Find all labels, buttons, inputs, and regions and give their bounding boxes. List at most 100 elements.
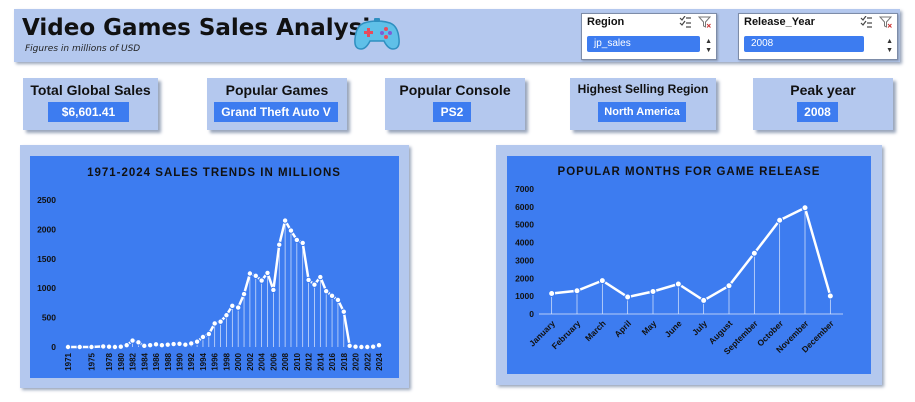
y-tick-label: 500 bbox=[42, 313, 56, 323]
release-year-slicer-selected[interactable]: 2008 bbox=[744, 36, 864, 52]
region-slicer-selected[interactable]: jp_sales bbox=[587, 36, 700, 52]
data-point bbox=[234, 304, 242, 311]
x-tick-label: April bbox=[612, 318, 633, 339]
data-point bbox=[281, 217, 289, 224]
x-tick-label: 2004 bbox=[258, 352, 267, 370]
x-tick-label: 2000 bbox=[234, 352, 243, 370]
data-point bbox=[246, 270, 254, 277]
data-point bbox=[223, 312, 230, 319]
x-tick-label: June bbox=[663, 318, 684, 339]
multi-select-icon[interactable] bbox=[860, 16, 873, 28]
x-tick-label: 2022 bbox=[363, 352, 372, 370]
data-point bbox=[334, 296, 342, 304]
release-year-slicer-label: Release_Year bbox=[744, 16, 815, 28]
y-tick-label: 5000 bbox=[515, 220, 534, 230]
kpi-label: Total Global Sales bbox=[30, 82, 151, 98]
data-point bbox=[182, 341, 189, 348]
x-tick-label: 1990 bbox=[175, 352, 184, 370]
kpi-label: Highest Selling Region bbox=[577, 82, 709, 96]
clear-filter-icon[interactable] bbox=[698, 16, 711, 28]
data-point bbox=[135, 339, 142, 346]
data-point bbox=[64, 343, 72, 351]
data-point bbox=[750, 249, 758, 257]
chart-title: 1971-2024 SALES TRENDS IN MILLIONS bbox=[87, 167, 341, 179]
data-point bbox=[328, 292, 336, 300]
data-point bbox=[299, 239, 306, 247]
data-point bbox=[170, 340, 177, 348]
release-months-line bbox=[551, 205, 832, 302]
y-tick-label: 4000 bbox=[515, 238, 534, 248]
x-tick-label: 1971 bbox=[64, 352, 73, 370]
release-year-slicer[interactable]: Release_Year 2008 ▲ ▼ bbox=[738, 13, 898, 60]
x-tick-label: 2002 bbox=[246, 352, 255, 370]
data-point bbox=[340, 308, 347, 315]
kpi-value: $6,601.41 bbox=[48, 102, 129, 122]
x-tick-label: 2006 bbox=[269, 352, 278, 370]
data-point bbox=[146, 342, 154, 349]
data-point bbox=[141, 342, 148, 350]
scroll-down-icon[interactable]: ▼ bbox=[886, 47, 893, 54]
y-tick-label: 1000 bbox=[37, 283, 56, 293]
data-point bbox=[311, 281, 318, 288]
x-tick-label: July bbox=[690, 318, 709, 337]
data-point bbox=[252, 272, 259, 280]
data-point bbox=[375, 342, 383, 349]
y-tick-label: 2000 bbox=[37, 224, 56, 234]
kpi-label: Peak year bbox=[790, 82, 856, 98]
data-point bbox=[88, 343, 95, 351]
x-tick-label: 2020 bbox=[352, 352, 361, 370]
kpi-value: 2008 bbox=[797, 102, 838, 122]
x-tick-label: May bbox=[640, 318, 659, 337]
data-point bbox=[100, 343, 107, 350]
y-tick-label: 1000 bbox=[515, 291, 534, 301]
region-slicer-label: Region bbox=[587, 16, 625, 28]
data-point bbox=[158, 342, 166, 349]
data-point bbox=[649, 288, 657, 295]
y-tick-label: 2000 bbox=[515, 273, 534, 283]
y-tick-label: 0 bbox=[529, 309, 534, 319]
x-tick-label: 1992 bbox=[187, 352, 196, 370]
data-point bbox=[624, 293, 632, 301]
x-tick-label: 1986 bbox=[152, 352, 161, 370]
data-point bbox=[346, 342, 353, 350]
y-tick-label: 6000 bbox=[515, 202, 534, 212]
clear-filter-icon[interactable] bbox=[879, 16, 892, 28]
page-title: Video Games Sales Analysis bbox=[22, 15, 384, 41]
sales-trend-chart-area: 1971-2024 SALES TRENDS IN MILLIONS 0 500 1… bbox=[30, 156, 399, 378]
x-tick-label: 1984 bbox=[140, 352, 149, 370]
data-point bbox=[76, 343, 83, 351]
data-point bbox=[352, 343, 359, 350]
data-point bbox=[573, 287, 581, 295]
data-point bbox=[258, 277, 265, 284]
scroll-up-icon[interactable]: ▲ bbox=[886, 38, 893, 45]
scroll-up-icon[interactable]: ▲ bbox=[705, 38, 712, 45]
data-point bbox=[240, 290, 248, 298]
data-point bbox=[801, 204, 809, 212]
kpi-card-popular-games: Popular Games Grand Theft Auto V bbox=[207, 78, 347, 130]
data-point bbox=[193, 338, 201, 345]
kpi-value: PS2 bbox=[433, 102, 471, 122]
data-point bbox=[176, 340, 183, 347]
data-point bbox=[776, 216, 784, 224]
scroll-down-icon[interactable]: ▼ bbox=[705, 47, 712, 54]
y-tick-label: 0 bbox=[51, 342, 56, 352]
x-tick-label: 1988 bbox=[164, 352, 173, 370]
x-tick-label: 2012 bbox=[305, 352, 314, 370]
data-point bbox=[317, 273, 324, 281]
x-tick-label: 2018 bbox=[340, 352, 349, 370]
x-tick-label: March bbox=[583, 318, 608, 343]
data-point bbox=[548, 289, 556, 297]
region-slicer[interactable]: Region jp_sales ▲ ▼ bbox=[581, 13, 717, 60]
chart-title: POPULAR MONTHS FOR GAME RELEASE bbox=[558, 166, 821, 178]
data-point bbox=[700, 296, 708, 304]
data-point bbox=[129, 337, 136, 344]
data-point bbox=[725, 282, 733, 290]
data-point bbox=[276, 241, 283, 248]
data-point bbox=[229, 302, 236, 310]
y-tick-label: 2500 bbox=[37, 195, 56, 205]
multi-select-icon[interactable] bbox=[679, 16, 692, 28]
data-point bbox=[322, 287, 330, 295]
data-point bbox=[123, 342, 130, 349]
header-bar: Video Games Sales Analysis Figures in mi… bbox=[14, 9, 900, 62]
data-point bbox=[164, 341, 171, 348]
